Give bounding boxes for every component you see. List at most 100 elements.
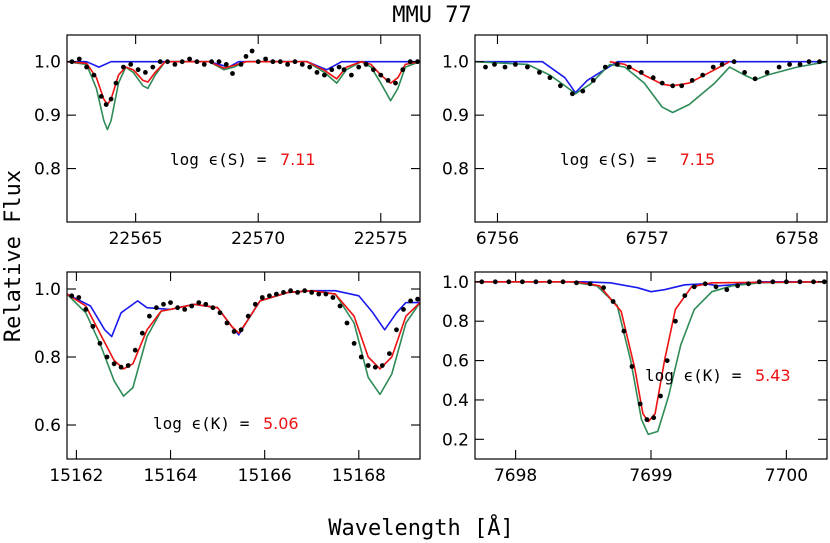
observed-point [537,70,542,75]
observed-point [702,281,708,287]
observed-point [710,64,716,70]
series-line-green [475,281,827,436]
observed-point [84,64,89,70]
observed-point [797,62,803,67]
observed-point [679,83,685,89]
observed-point [764,70,770,75]
observed-point [379,363,385,368]
observed-point [201,62,207,67]
observed-point [118,364,124,370]
observed-point [223,62,229,67]
observed-point [154,305,159,311]
observed-point [230,71,235,76]
observed-point [713,284,719,290]
observed-point [203,301,209,307]
observed-point [513,62,518,67]
observed-point [252,301,258,307]
observed-point [139,330,145,336]
observed-point [76,295,82,300]
observed-point [76,56,82,62]
observed-point [238,62,244,67]
observed-point [309,290,315,295]
y-tick-label: 1.0 [442,273,469,293]
observed-point [314,70,320,75]
observed-point [157,59,163,65]
observed-point [756,279,762,285]
observed-point [108,96,114,102]
observed-point [330,295,336,300]
observed-point [231,329,237,334]
abundance-annotation: log ϵ(K) = 5.43 [645,366,791,385]
x-tick-label: 15166 [238,466,292,486]
observed-point [558,83,563,89]
series-line-red [475,281,827,423]
observed-point [97,341,103,346]
observed-point [83,307,89,312]
observed-point [590,78,596,83]
abundance-label: log ϵ(K) = [153,414,259,433]
observed-point [299,62,305,67]
observed-point [746,281,751,287]
observed-point [547,279,552,285]
observed-point [175,305,181,311]
observed-point [249,48,255,54]
observed-point [341,67,347,73]
observed-point [587,281,593,287]
observed-point [393,80,398,86]
observed-point [533,279,539,285]
observed-point [700,72,706,78]
x-tick-label: 22575 [354,229,408,249]
observed-point [415,296,420,302]
observed-point [492,62,497,67]
abundance-value: 5.43 [755,366,791,385]
observed-point [91,72,97,78]
observed-point [259,295,265,300]
observed-point [372,364,378,370]
observed-point [724,287,730,293]
observed-point [344,320,350,326]
observed-point [165,59,170,65]
observed-point [658,393,663,399]
observed-point [385,78,391,83]
x-tick-label: 22570 [231,229,285,249]
observed-point [356,64,362,70]
observed-point [187,56,193,62]
y-axis-label: Relative Flux [1,170,26,342]
abundance-annotation: log ϵ(S) = 7.11 [170,150,316,169]
observed-point [224,320,230,326]
observed-point [408,298,413,304]
observed-point [196,300,202,305]
panel-sulfur-6757: 6756 6757 6758 0.8 0.9 1.0 log ϵ(S) = 7.15 [442,34,828,249]
observed-point [670,83,676,89]
observed-point [719,62,725,67]
observed-point [69,293,75,299]
observed-point [103,102,109,107]
series-line-green [67,60,420,131]
plot-area [475,279,827,436]
observed-point [811,279,816,285]
observed-point [132,347,138,353]
observed-point [400,67,406,73]
figure-title: MMU 77 [392,3,471,28]
observed-point [182,307,188,312]
observed-point [179,59,185,65]
observed-point [285,62,290,67]
observed-point [288,288,293,294]
observed-point [277,59,283,65]
observed-point [787,62,792,67]
observed-point [363,62,369,67]
observed-point [560,279,566,285]
observed-point [147,313,152,319]
observed-point [570,91,575,97]
observed-point [322,72,327,78]
observed-point [263,56,268,62]
observed-point [574,280,579,286]
observed-point [614,62,620,67]
observed-point [358,354,364,360]
panel-frame [66,271,421,460]
observed-point [111,361,117,367]
observed-point [323,291,329,297]
observed-point [150,64,156,70]
observed-point [731,59,737,65]
